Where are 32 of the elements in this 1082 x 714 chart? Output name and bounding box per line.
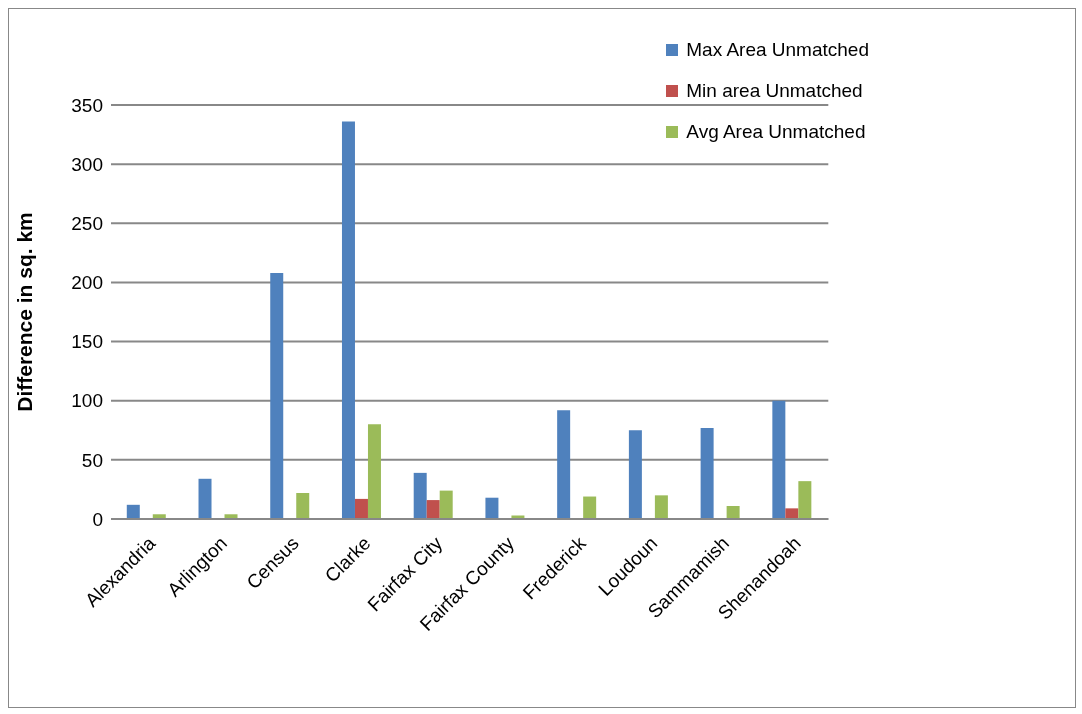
bar: [354, 498, 368, 519]
y-tick-label: 200: [71, 272, 103, 294]
bar: [367, 424, 381, 519]
y-tick-label: 100: [71, 390, 103, 412]
y-tick-label: 150: [71, 331, 103, 353]
bar: [413, 472, 427, 519]
bar: [198, 478, 212, 519]
bar: [726, 505, 740, 519]
bar: [485, 497, 499, 519]
bar: [439, 490, 453, 519]
legend-label: Min area Unmatched: [686, 79, 863, 102]
bar: [270, 272, 284, 519]
y-tick-label: 250: [71, 213, 103, 235]
bar: [785, 508, 799, 519]
bar: [772, 400, 786, 519]
bar: [426, 500, 440, 519]
bar: [557, 410, 571, 519]
y-tick-label: 300: [71, 153, 103, 175]
legend-label: Max Area Unmatched: [686, 38, 869, 61]
bar: [583, 496, 597, 519]
bar: [628, 430, 642, 519]
y-tick-label: 50: [81, 449, 103, 471]
bar: [296, 492, 310, 519]
y-tick-label: 0: [92, 508, 103, 530]
bar: [654, 495, 668, 519]
bar: [700, 427, 714, 519]
bar: [126, 504, 140, 519]
bar: [798, 481, 812, 519]
legend-label: Avg Area Unmatched: [686, 120, 866, 143]
y-axis-title: Difference in sq. km: [13, 212, 37, 412]
y-tick-label: 350: [71, 94, 103, 116]
bar: [341, 121, 355, 519]
